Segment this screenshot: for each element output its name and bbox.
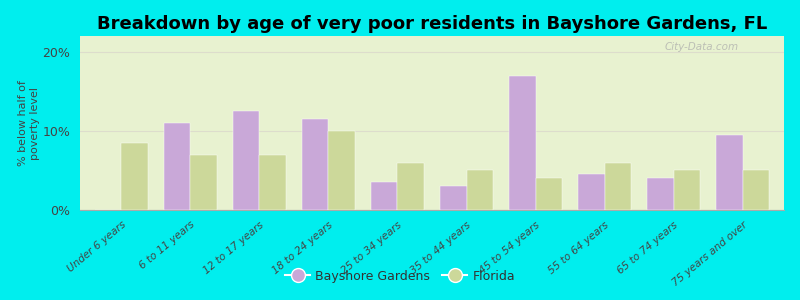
Bar bbox=[510, 76, 535, 210]
Bar bbox=[190, 154, 217, 210]
Bar bbox=[329, 131, 354, 210]
Bar bbox=[605, 163, 630, 210]
Legend: Bayshore Gardens, Florida: Bayshore Gardens, Florida bbox=[280, 265, 520, 288]
Bar bbox=[398, 163, 424, 210]
Bar bbox=[742, 170, 769, 210]
Bar bbox=[716, 135, 742, 210]
Bar bbox=[371, 182, 398, 210]
Bar bbox=[122, 143, 148, 210]
Title: Breakdown by age of very poor residents in Bayshore Gardens, FL: Breakdown by age of very poor residents … bbox=[97, 15, 767, 33]
Bar bbox=[674, 170, 700, 210]
Bar bbox=[466, 170, 493, 210]
Bar bbox=[259, 154, 286, 210]
Bar bbox=[302, 119, 329, 210]
Bar bbox=[164, 123, 190, 210]
Bar bbox=[535, 178, 562, 210]
Bar bbox=[440, 186, 466, 210]
Bar bbox=[578, 174, 605, 210]
Bar bbox=[647, 178, 674, 210]
Y-axis label: % below half of
poverty level: % below half of poverty level bbox=[18, 80, 40, 166]
Text: City-Data.com: City-Data.com bbox=[664, 42, 738, 52]
Bar bbox=[234, 111, 259, 210]
